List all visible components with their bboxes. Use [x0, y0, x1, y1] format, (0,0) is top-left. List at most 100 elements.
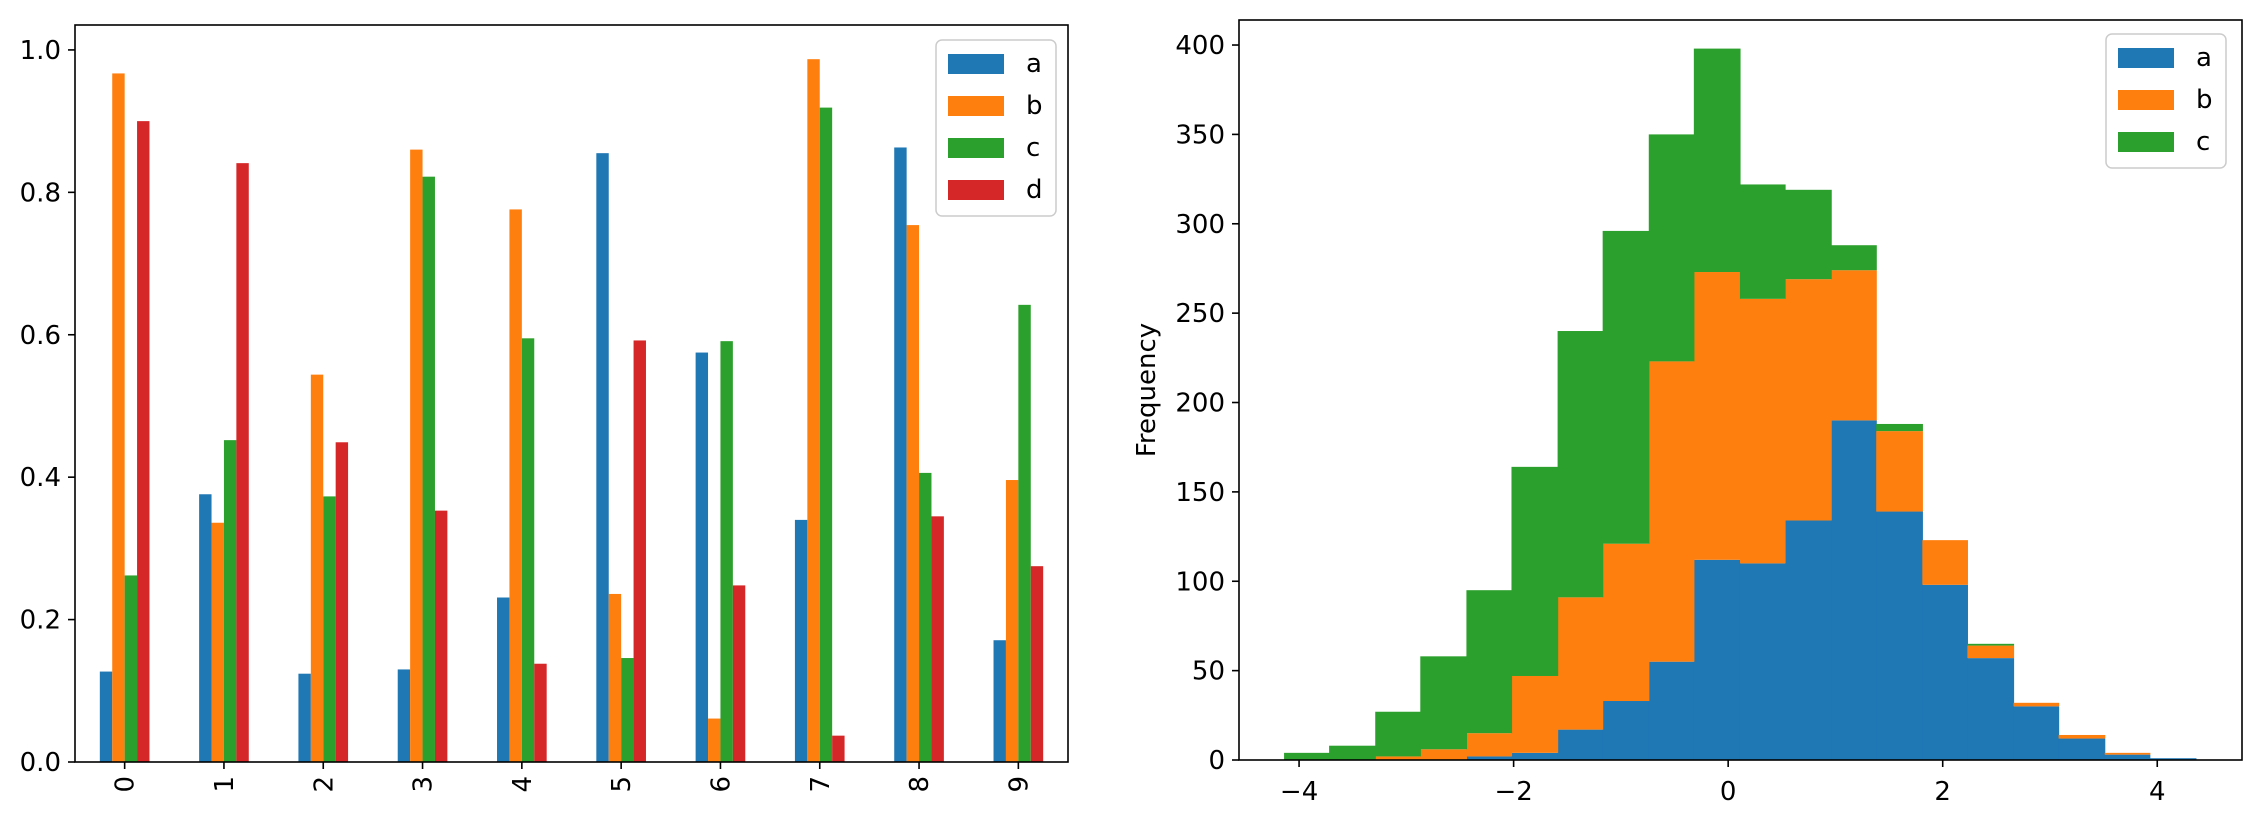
- legend-swatch-c: [2118, 132, 2174, 152]
- hist-bar-a-13: [1876, 511, 1923, 760]
- x-tick-label: 0: [1720, 777, 1737, 807]
- bar-b-4: [509, 209, 522, 762]
- x-tick-label: 1: [210, 776, 240, 793]
- hist-bar-c-3: [1420, 656, 1468, 750]
- hist-bar-b-4: [1466, 733, 1513, 757]
- legend-swatch-d: [948, 180, 1004, 200]
- hist-bar-a-18: [2104, 754, 2151, 760]
- x-tick-label: 4: [2149, 777, 2166, 807]
- hist-bar-c-5: [1511, 466, 1559, 676]
- hist-bar-a-15: [1967, 658, 2015, 760]
- bar-a-7: [794, 519, 808, 762]
- x-tick-label: 2: [309, 776, 339, 793]
- bar-b-6: [708, 718, 721, 762]
- bar-b-3: [410, 149, 423, 762]
- hist-bar-a-12: [1831, 420, 1877, 760]
- hist-bar-a-6: [1557, 729, 1604, 760]
- legend-swatch-b: [948, 96, 1004, 116]
- bar-c-5: [621, 658, 634, 762]
- legend-label-b: b: [2196, 85, 2213, 115]
- x-tick-label: 5: [607, 776, 637, 793]
- hist-bar-a-5: [1511, 752, 1559, 760]
- hist-bar-b-5: [1511, 675, 1559, 753]
- x-tick-label: −2: [1494, 777, 1532, 807]
- y-tick-label: 0: [1208, 746, 1225, 776]
- bar-d-5: [633, 340, 646, 762]
- hist-bar-c-10: [1739, 184, 1786, 299]
- bar-b-5: [608, 593, 622, 762]
- hist-bar-c-7: [1602, 230, 1650, 544]
- bar-d-9: [1030, 566, 1044, 762]
- bar-d-7: [832, 735, 845, 762]
- bar-b-9: [1005, 480, 1019, 762]
- hist-bar-c-4: [1466, 590, 1513, 734]
- hist-bar-b-15: [1967, 645, 2015, 659]
- hist-bar-c-1: [1329, 745, 1376, 760]
- legend-label-c: c: [2196, 127, 2210, 157]
- bar-c-9: [1018, 304, 1031, 762]
- hist-bar-b-10: [1739, 298, 1786, 564]
- hist-bar-b-8: [1648, 361, 1695, 662]
- hist-bar-c-15: [1967, 643, 2015, 646]
- bar-a-9: [993, 640, 1006, 762]
- bar-a-5: [596, 153, 609, 762]
- bar-d-6: [732, 585, 746, 762]
- bar-c-0: [124, 575, 138, 762]
- hist-bar-b-13: [1876, 431, 1923, 512]
- y-tick-label: 0.6: [20, 321, 61, 351]
- bar-b-0: [112, 73, 125, 762]
- x-tick-label: −4: [1280, 777, 1318, 807]
- x-tick-label: 9: [1004, 776, 1034, 793]
- hist-bar-a-10: [1739, 563, 1786, 760]
- bar-a-4: [497, 597, 510, 762]
- hist-bar-c-9: [1693, 48, 1741, 273]
- bar-b-1: [211, 522, 224, 762]
- x-tick-label: 2: [1934, 777, 1951, 807]
- hist-bar-a-17: [2058, 738, 2106, 760]
- y-tick-label: 50: [1192, 657, 1225, 687]
- plot-frame: [74, 24, 1069, 763]
- hist-bar-c-2: [1375, 711, 1421, 757]
- y-tick-label: 0.0: [20, 748, 61, 778]
- y-tick-label: 300: [1175, 210, 1225, 240]
- y-tick-label: 150: [1175, 478, 1225, 508]
- legend-swatch-b: [2118, 90, 2174, 110]
- legend: abc: [2105, 33, 2227, 169]
- bar-d-1: [236, 163, 249, 762]
- bar-b-8: [906, 225, 920, 762]
- bar-d-8: [931, 516, 944, 762]
- y-axis-label: Frequency: [1132, 323, 1162, 457]
- bar-d-3: [434, 510, 448, 762]
- x-tick-label: 6: [706, 776, 736, 793]
- legend-label-a: a: [1026, 49, 1042, 79]
- hist-bar-c-0: [1284, 752, 1330, 760]
- hist-bar-a-8: [1648, 661, 1695, 760]
- bar-a-0: [99, 671, 113, 762]
- hist-bar-a-14: [1922, 584, 1968, 760]
- bar-b-7: [807, 59, 820, 763]
- bar-d-0: [137, 121, 150, 762]
- bar-b-2: [310, 374, 324, 762]
- bar-a-2: [298, 673, 311, 762]
- y-tick-label: 250: [1175, 299, 1225, 329]
- y-tick-label: 0.8: [20, 178, 61, 208]
- bar-d-4: [534, 663, 547, 762]
- legend-frame: [935, 39, 1057, 217]
- bar-d-2: [335, 442, 349, 762]
- bar-c-3: [422, 176, 435, 762]
- legend-swatch-c: [948, 138, 1004, 158]
- hist-bar-b-12: [1831, 270, 1877, 421]
- bar-a-1: [199, 494, 212, 762]
- hist-bar-b-7: [1602, 543, 1650, 702]
- bar-a-8: [894, 147, 907, 762]
- bar-c-2: [323, 496, 336, 762]
- hist-bar-b-11: [1785, 279, 1832, 521]
- bar-c-6: [720, 341, 733, 762]
- y-tick-label: 0.2: [20, 606, 61, 636]
- hist-bar-a-9: [1693, 559, 1741, 760]
- stacked-histogram: 0 50 100 150 200 250 300 350 400 −4 −2 0 2 4 Frequency…: [1132, 19, 2243, 807]
- y-tick-label: 350: [1175, 120, 1225, 150]
- hist-bar-b-16: [2013, 702, 2060, 707]
